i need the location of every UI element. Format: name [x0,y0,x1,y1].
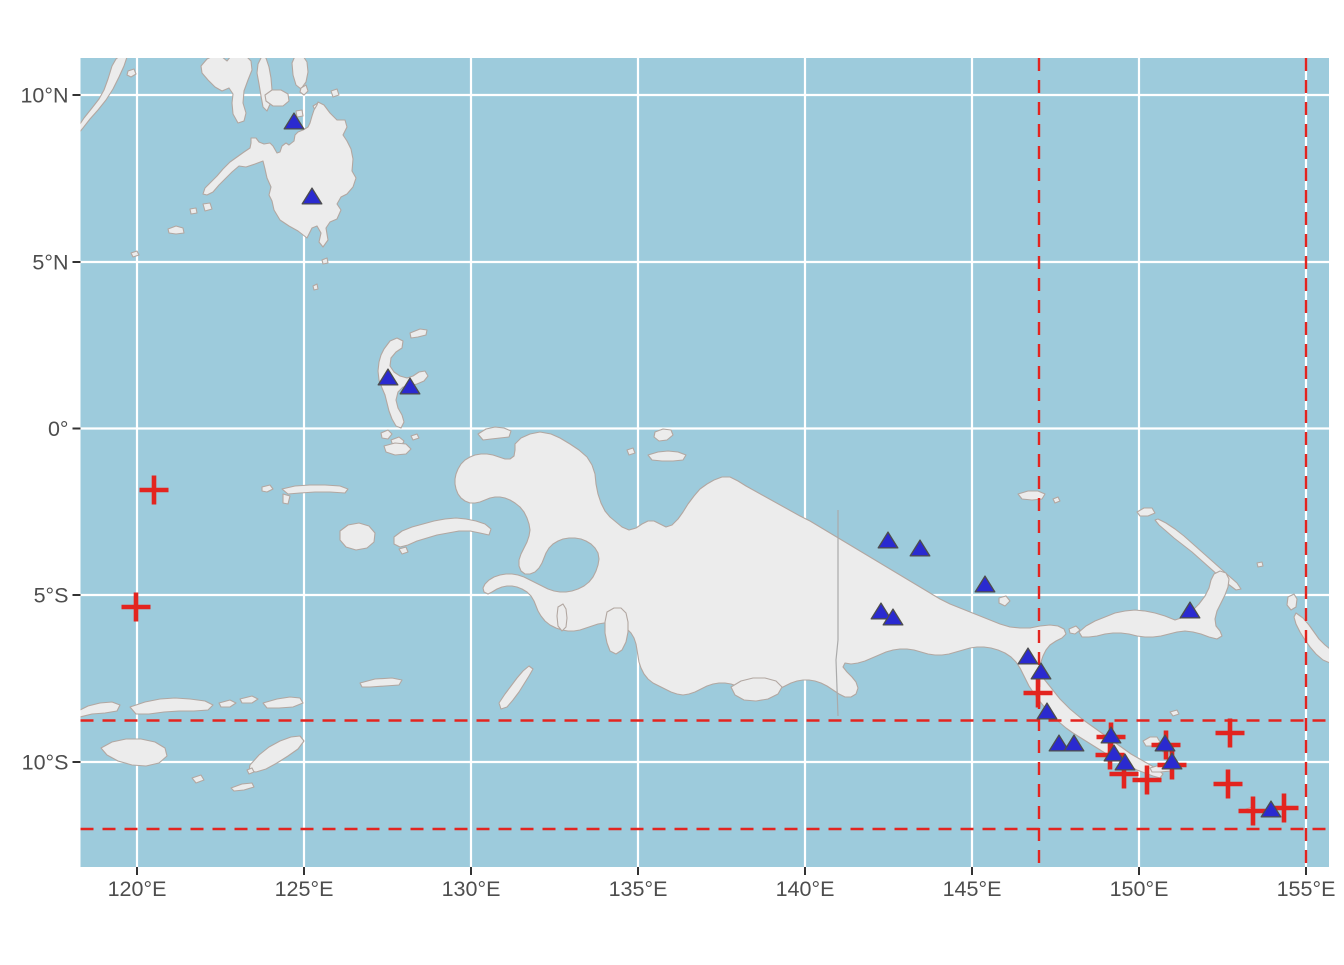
svg-text:5°S: 5°S [34,584,69,608]
svg-text:0°: 0° [48,417,69,441]
svg-text:125°E: 125°E [275,877,334,901]
svg-text:150°E: 150°E [1110,877,1169,901]
svg-text:135°E: 135°E [609,877,668,901]
svg-text:155°E: 155°E [1277,877,1336,901]
svg-text:120°E: 120°E [108,877,167,901]
svg-text:5°N: 5°N [32,251,68,275]
svg-text:10°N: 10°N [20,84,68,108]
svg-text:140°E: 140°E [776,877,835,901]
svg-text:130°E: 130°E [442,877,501,901]
svg-text:10°S: 10°S [22,751,69,775]
svg-text:145°E: 145°E [943,877,1002,901]
